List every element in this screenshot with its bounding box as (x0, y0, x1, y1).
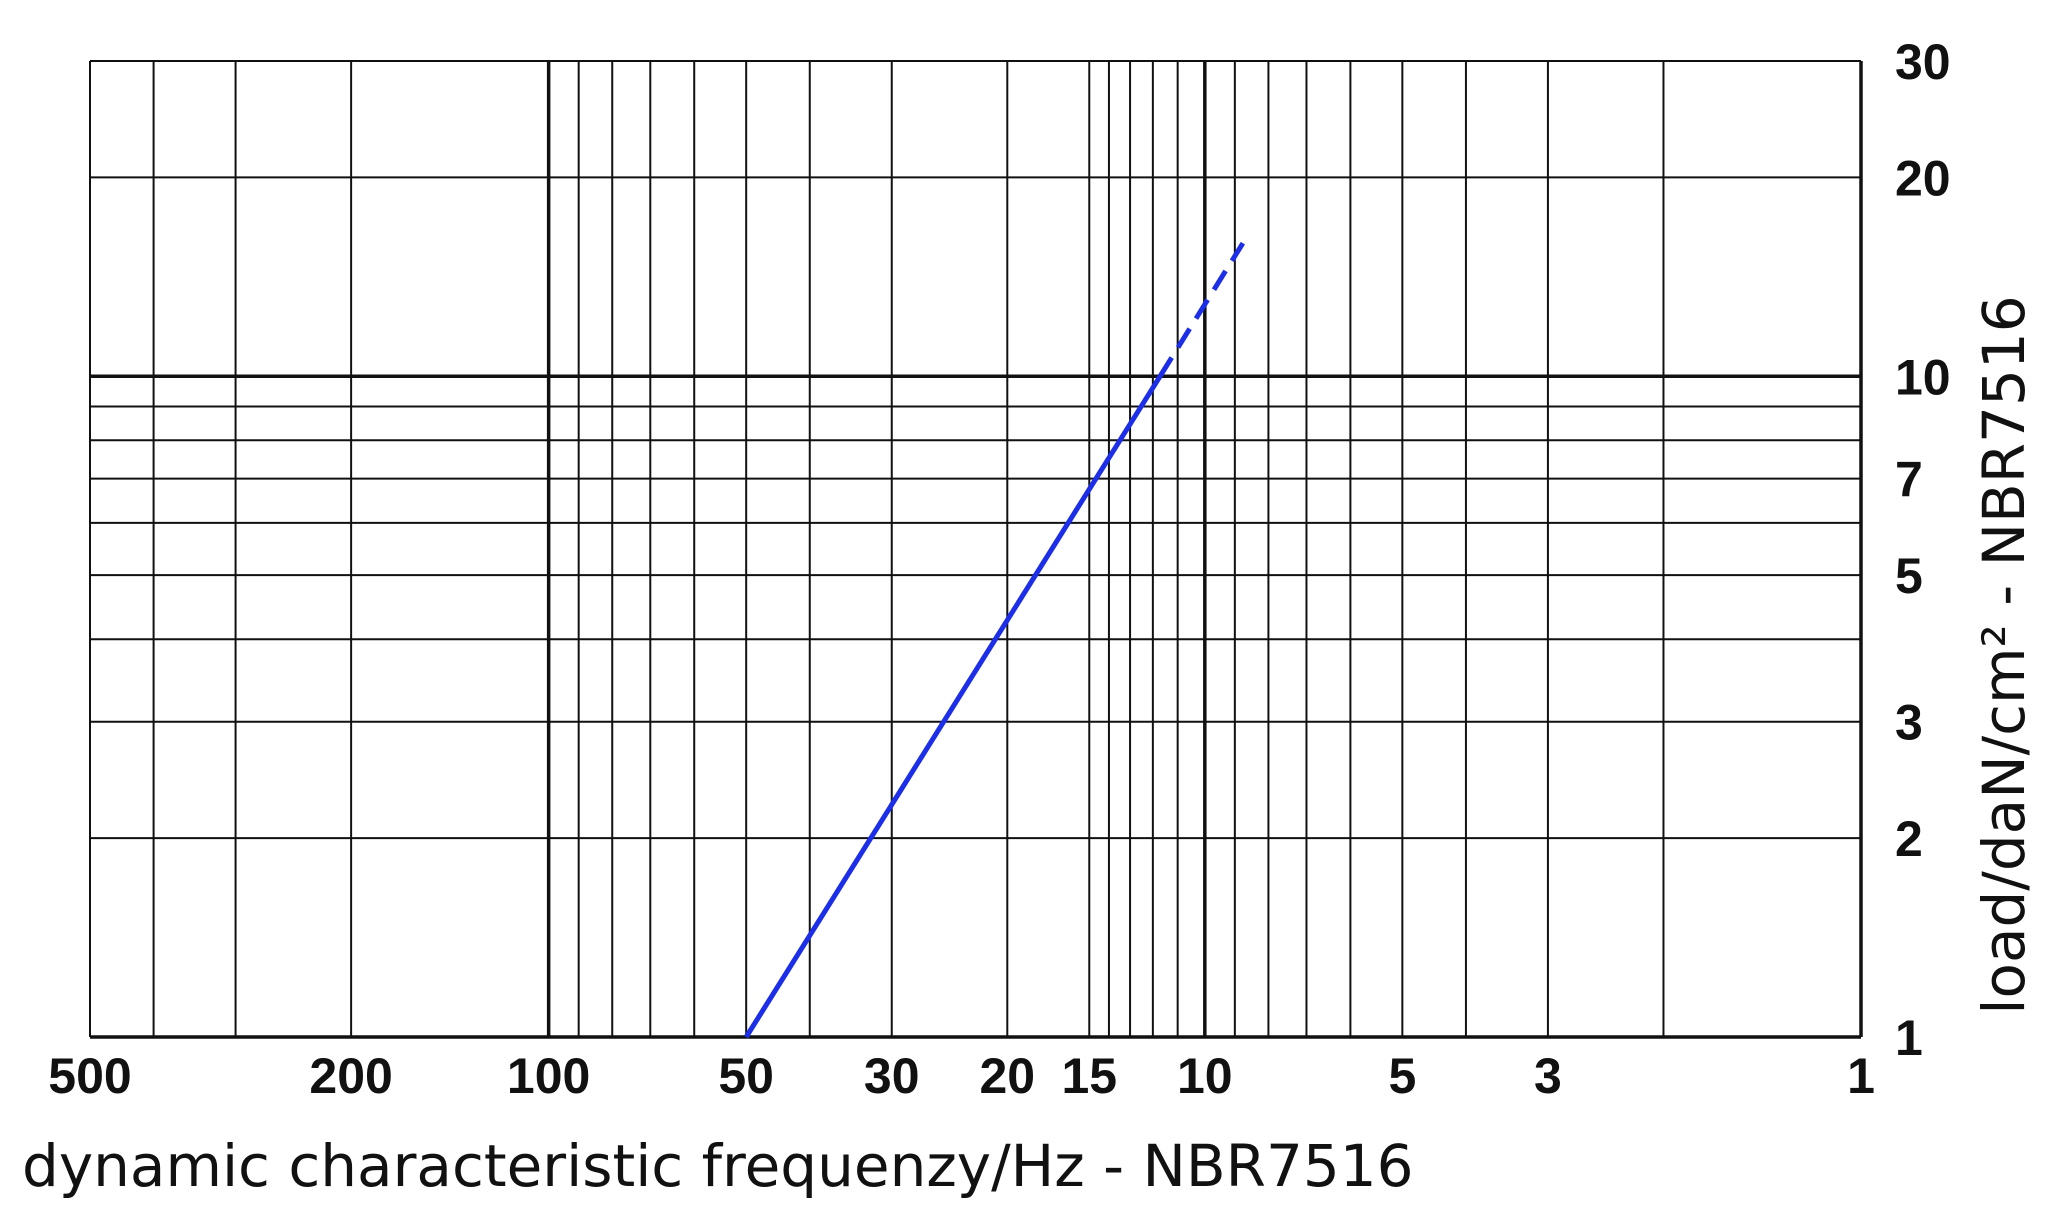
y-tick-label: 2 (1895, 811, 1923, 867)
y-tick-label: 30 (1895, 34, 1951, 90)
y-tick-label: 5 (1895, 548, 1923, 604)
data-line (1157, 241, 1246, 378)
x-tick-label: 3 (1534, 1048, 1562, 1104)
x-axis-label: dynamic characteristic frequenzy/Hz - NB… (22, 1132, 1414, 1200)
x-tick-label: 10 (1177, 1048, 1233, 1104)
y-tick-label: 20 (1895, 150, 1951, 206)
x-tick-label: 100 (507, 1048, 590, 1104)
x-tick-label: 50 (718, 1048, 774, 1104)
y-tick-label: 1 (1895, 1010, 1923, 1066)
x-tick-label: 30 (864, 1048, 920, 1104)
x-tick-label: 20 (979, 1048, 1035, 1104)
x-tick-label: 200 (309, 1048, 392, 1104)
y-tick-label: 10 (1895, 349, 1951, 405)
x-tick-label: 500 (48, 1048, 131, 1104)
x-tick-label: 15 (1061, 1048, 1117, 1104)
data-line (744, 374, 1163, 1039)
x-tick-label: 1 (1847, 1048, 1875, 1104)
y-tick-label: 7 (1895, 452, 1923, 508)
y-axis-label: load/daN/cm² - NBR7516 (1970, 295, 2038, 1014)
x-tick-label: 5 (1388, 1048, 1416, 1104)
y-tick-label: 3 (1895, 695, 1923, 751)
